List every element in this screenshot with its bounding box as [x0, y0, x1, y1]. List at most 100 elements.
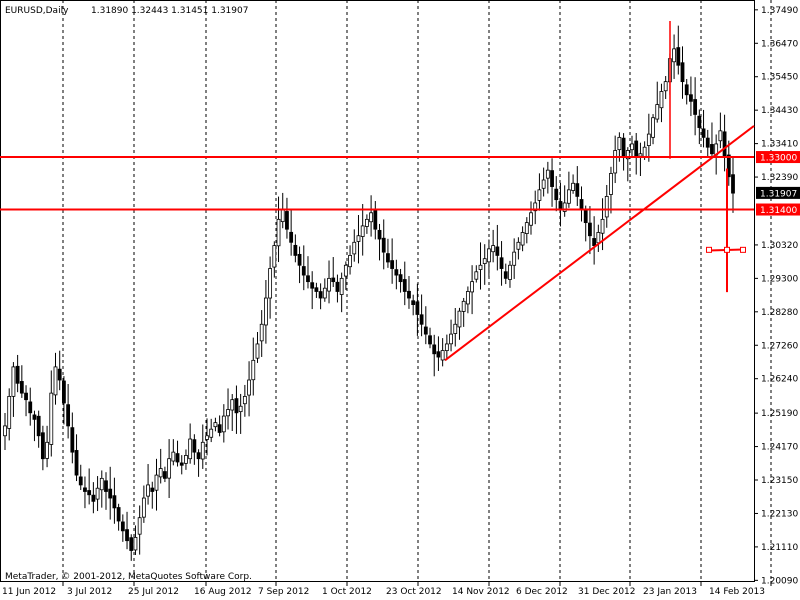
candle-body: [407, 290, 411, 299]
candle-body: [217, 424, 222, 433]
candle-body: [255, 343, 260, 359]
candle-body: [104, 480, 108, 492]
drawing-handle[interactable]: [740, 246, 746, 253]
drawing-handle[interactable]: [706, 246, 712, 253]
candle-body: [617, 136, 622, 151]
price-axis[interactable]: 1.37490 1.36470 1.35450 1.34430 1.33410 1.323…: [754, 6, 798, 587]
candle-body: [722, 131, 727, 158]
candle-body: [600, 218, 605, 234]
candle-body: [731, 174, 735, 194]
candle-body: [36, 415, 41, 437]
candle-body: [689, 94, 693, 102]
time-tick-label: 7 Sep 2012: [258, 587, 309, 597]
candle-body: [226, 409, 230, 417]
candle-body: [314, 287, 319, 292]
time-tick-label: 23 Oct 2012: [386, 587, 442, 597]
candle-body: [188, 438, 193, 460]
candle-body: [642, 146, 647, 157]
time-tick-label: 25 Jul 2012: [128, 587, 179, 597]
candle-body: [15, 365, 20, 384]
candle-body: [377, 229, 382, 240]
time-tick-label: 1 Oct 2012: [322, 587, 372, 597]
candle-body: [684, 84, 689, 96]
candle-body: [289, 231, 294, 243]
candle-body: [360, 225, 365, 237]
candle-body: [242, 396, 247, 405]
candle-body: [74, 450, 79, 476]
candle-body: [386, 253, 390, 263]
candle-body: [369, 212, 374, 223]
candle-body: [297, 253, 302, 266]
candle-body: [398, 274, 403, 283]
price-tick-label: 1.30320: [761, 241, 798, 251]
candle-body: [508, 264, 512, 280]
drawings[interactable]: [0, 20, 755, 362]
candle-body: [588, 222, 592, 237]
candle-body: [364, 218, 369, 227]
price-tick-label: 1.36470: [761, 39, 798, 49]
candle-body: [175, 453, 180, 463]
candle-body: [331, 277, 336, 283]
price-tick-label: 1.25190: [761, 409, 798, 419]
candle-body: [343, 264, 348, 277]
time-tick-label: 14 Nov 2012: [452, 587, 510, 597]
candle-body: [352, 241, 357, 255]
candle-body: [478, 264, 483, 270]
candle-body: [697, 115, 702, 128]
candle-body: [306, 275, 310, 283]
candle-body: [693, 99, 698, 115]
candle-body: [550, 170, 554, 187]
price-tick-label: 1.22130: [761, 509, 798, 519]
candle-body: [272, 245, 277, 268]
candle-body: [348, 255, 352, 268]
candle-body: [630, 143, 634, 151]
candle-body: [141, 497, 146, 518]
price-tick-label: 1.37490: [761, 6, 798, 16]
candle-body: [646, 133, 651, 147]
candle-body: [390, 260, 395, 269]
candle-body: [411, 300, 416, 305]
copyright-watermark: MetaTrader, © 2001-2012, MetaQuotes Soft…: [5, 572, 252, 582]
drawing-handle[interactable]: [724, 246, 730, 253]
candle-body: [200, 441, 205, 460]
candle-body: [87, 490, 92, 496]
price-label-text: 1.31400: [760, 206, 797, 216]
candle-body: [596, 232, 601, 244]
price-tick-label: 1.29300: [761, 274, 798, 284]
time-tick-label: 31 Dec 2012: [578, 587, 636, 597]
candle-body: [322, 287, 327, 299]
candle-body: [40, 432, 45, 460]
candle-body: [537, 189, 542, 201]
candle-body: [116, 507, 121, 522]
candle-body: [482, 258, 487, 265]
time-tick-label: 14 Feb 2013: [709, 587, 765, 597]
candle-body: [558, 201, 563, 210]
trendline[interactable]: [444, 125, 755, 362]
candle-body: [609, 173, 613, 195]
price-tick-label: 1.28280: [761, 308, 798, 318]
candle-body: [49, 392, 54, 445]
candle-body: [604, 195, 609, 218]
candle-body: [192, 439, 197, 453]
price-label-box: [756, 151, 800, 164]
candle-body: [171, 451, 176, 462]
candle-body: [310, 282, 315, 289]
candle-body: [53, 366, 58, 396]
candle-body: [465, 291, 470, 305]
price-tick-label: 1.34430: [761, 106, 798, 116]
candle-body: [554, 188, 559, 201]
candle-body: [335, 281, 340, 292]
candle-body: [154, 474, 159, 491]
candle-body: [449, 333, 453, 345]
time-axis[interactable]: 11 Jun 2012 3 Jul 2012 25 Jul 2012 16 Aug 2…: [2, 581, 772, 597]
candle-body: [457, 310, 462, 328]
price-tick-label: 1.23150: [761, 476, 798, 486]
candle-body: [428, 335, 432, 345]
price-tick-label: 1.26240: [761, 375, 798, 385]
candle-body: [529, 212, 533, 226]
candle-body: [108, 488, 113, 499]
candle-body: [19, 381, 24, 394]
candle-body: [28, 401, 33, 414]
candle-body: [432, 344, 437, 355]
